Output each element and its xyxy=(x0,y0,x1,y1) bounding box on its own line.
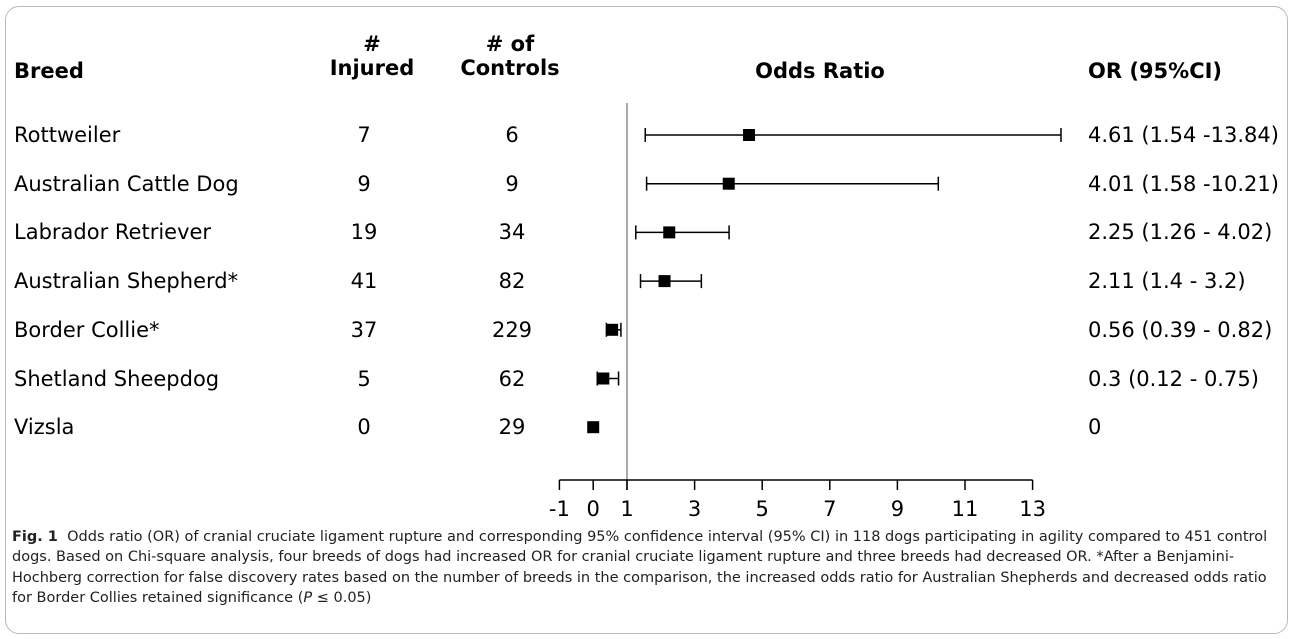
or-point xyxy=(597,372,610,385)
breed-name: Shetland Sheepdog xyxy=(14,366,220,391)
header-injured: # Injured xyxy=(312,32,432,80)
or-ci-label: 0 xyxy=(1088,415,1102,440)
header-controls: # of Controls xyxy=(450,32,570,80)
or-ci-label: 2.11 (1.4 - 3.2) xyxy=(1088,269,1246,294)
figure-frame xyxy=(5,6,1288,634)
breed-name: Australian Cattle Dog xyxy=(14,171,239,196)
caption-p-rest: ≤ 0.05) xyxy=(312,589,372,606)
controls-count: 9 xyxy=(505,171,519,196)
or-ci-label: 2.25 (1.26 - 4.02) xyxy=(1088,220,1273,245)
x-tick-label: 9 xyxy=(891,497,904,521)
controls-count: 229 xyxy=(491,317,533,342)
or-point xyxy=(743,129,756,141)
header-controls-line1: # of xyxy=(485,32,535,56)
x-tick-label: 3 xyxy=(688,497,701,521)
breed-name: Border Collie* xyxy=(14,317,160,342)
or-point xyxy=(663,226,676,239)
header-injured-line2: Injured xyxy=(329,56,415,80)
x-tick-label: 0 xyxy=(587,497,600,521)
x-tick-label: 13 xyxy=(1019,497,1046,521)
controls-count: 34 xyxy=(498,220,526,245)
or-point xyxy=(606,323,619,336)
or-ci-label: 4.61 (1.54 -13.84) xyxy=(1088,123,1279,147)
or-ci-label: 4.01 (1.58 -10.21) xyxy=(1088,171,1279,196)
breed-name: Rottweiler xyxy=(14,123,121,147)
or-ci-label: 0.56 (0.39 - 0.82) xyxy=(1088,317,1273,342)
caption-label: Fig. 1 xyxy=(12,529,58,545)
injured-count: 7 xyxy=(357,123,371,147)
or-point xyxy=(658,275,671,288)
or-ci-label: 0.3 (0.12 - 0.75) xyxy=(1088,366,1259,391)
controls-count: 82 xyxy=(498,269,526,294)
header-odds-ratio: Odds Ratio xyxy=(755,59,885,83)
forest-plot: -1 0 1 3 5 7 9 11 13 xyxy=(549,103,1062,521)
injured-count: 41 xyxy=(350,269,378,294)
caption-text: Odds ratio (OR) of cranial cruciate liga… xyxy=(12,529,1268,606)
x-tick-label: -1 xyxy=(549,497,570,521)
injured-count: 5 xyxy=(357,366,371,391)
x-tick-label: 5 xyxy=(756,497,769,521)
figure-caption: Fig. 1 Odds ratio (OR) of cranial crucia… xyxy=(12,527,1274,608)
x-tick-label: 7 xyxy=(823,497,836,521)
header-controls-line2: Controls xyxy=(460,56,560,80)
controls-count: 62 xyxy=(498,366,526,391)
controls-count: 6 xyxy=(505,123,519,147)
x-tick-label: 11 xyxy=(952,497,979,521)
or-point xyxy=(587,421,600,434)
controls-count: 29 xyxy=(498,415,526,440)
breed-name: Labrador Retriever xyxy=(14,220,212,245)
header-injured-line1: # xyxy=(363,32,381,56)
x-tick-label: 1 xyxy=(620,497,633,521)
caption-p-symbol: P xyxy=(303,589,313,606)
breed-name: Australian Shepherd* xyxy=(14,269,239,294)
header-or-ci: OR (95%CI) xyxy=(1088,59,1223,83)
or-point xyxy=(722,177,735,190)
breed-name: Vizsla xyxy=(14,415,75,440)
injured-count: 19 xyxy=(350,220,378,245)
header-breed: Breed xyxy=(14,59,84,83)
injured-count: 37 xyxy=(350,317,378,342)
injured-count: 0 xyxy=(357,415,371,440)
injured-count: 9 xyxy=(357,171,371,196)
